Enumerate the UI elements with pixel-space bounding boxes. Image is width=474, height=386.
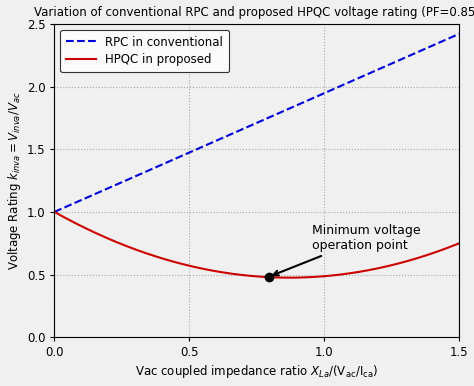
- HPQC in proposed: [246, 273, 252, 278]
- RPC in conventional: [52, 210, 57, 214]
- HPQC in proposed: [293, 275, 299, 280]
- HPQC in proposed: [271, 275, 276, 280]
- RPC in conventional: [244, 125, 249, 130]
- X-axis label: Vac coupled impedance ratio $X_{La}$/$\mathregular{(V_{ac}/I_{ca})}$: Vac coupled impedance ratio $X_{La}$/$\m…: [135, 364, 378, 381]
- Line: RPC in conventional: RPC in conventional: [55, 34, 459, 212]
- Y-axis label: Voltage Rating $k_{inva}$$=V_{inva}$/$V_{ac}$: Voltage Rating $k_{inva}$$=V_{inva}$/$V_…: [6, 91, 23, 270]
- HPQC in proposed: [384, 264, 390, 269]
- RPC in conventional: [447, 36, 452, 41]
- RPC in conventional: [246, 124, 252, 129]
- HPQC in proposed: [244, 273, 249, 278]
- HPQC in proposed: [287, 275, 292, 280]
- HPQC in proposed: [52, 210, 57, 214]
- HPQC in proposed: [456, 241, 462, 245]
- RPC in conventional: [456, 32, 462, 36]
- Title: Variation of conventional RPC and proposed HPQC voltage rating (PF=0.85): Variation of conventional RPC and propos…: [34, 5, 474, 19]
- Text: Minimum voltage
operation point: Minimum voltage operation point: [273, 224, 420, 276]
- RPC in conventional: [292, 103, 298, 108]
- RPC in conventional: [271, 113, 276, 118]
- Legend: RPC in conventional, HPQC in proposed: RPC in conventional, HPQC in proposed: [60, 30, 229, 72]
- Line: HPQC in proposed: HPQC in proposed: [55, 212, 459, 278]
- HPQC in proposed: [447, 244, 453, 249]
- RPC in conventional: [383, 64, 389, 68]
